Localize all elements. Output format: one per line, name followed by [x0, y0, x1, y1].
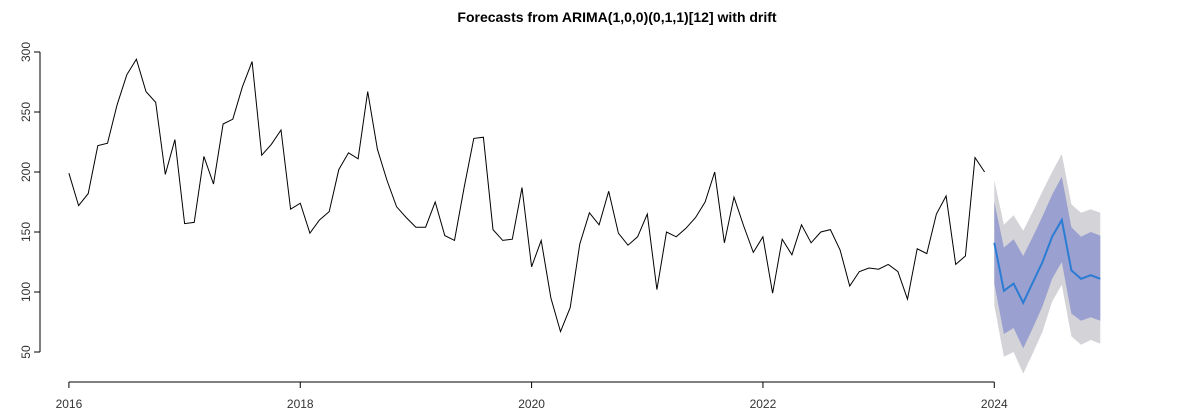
axes-group: 50 100 150 200 250 300 2016 2018 2020 2022 2024	[19, 42, 1008, 411]
y-tick-label: 150	[19, 222, 33, 242]
y-tick-label: 200	[19, 162, 33, 182]
x-tick-label: 2024	[981, 397, 1008, 411]
y-tick-label: 300	[19, 42, 33, 62]
band-80-group	[994, 176, 1101, 349]
x-tick-label: 2020	[518, 397, 545, 411]
y-tick-label: 100	[19, 282, 33, 302]
observed-series-line	[68, 57, 986, 334]
observed-series-group	[68, 57, 986, 334]
x-tick-label: 2016	[56, 397, 83, 411]
x-tick-label: 2018	[287, 397, 314, 411]
forecast-series-group	[993, 217, 1101, 306]
forecast-80-interval-band	[994, 176, 1101, 349]
forecast-series-line	[993, 217, 1101, 306]
y-tick-label: 250	[19, 102, 33, 122]
x-tick-label: 2022	[750, 397, 777, 411]
chart-title: Forecasts from ARIMA(1,0,0)(0,1,1)[12] w…	[457, 9, 777, 25]
y-tick-label: 50	[19, 345, 33, 359]
